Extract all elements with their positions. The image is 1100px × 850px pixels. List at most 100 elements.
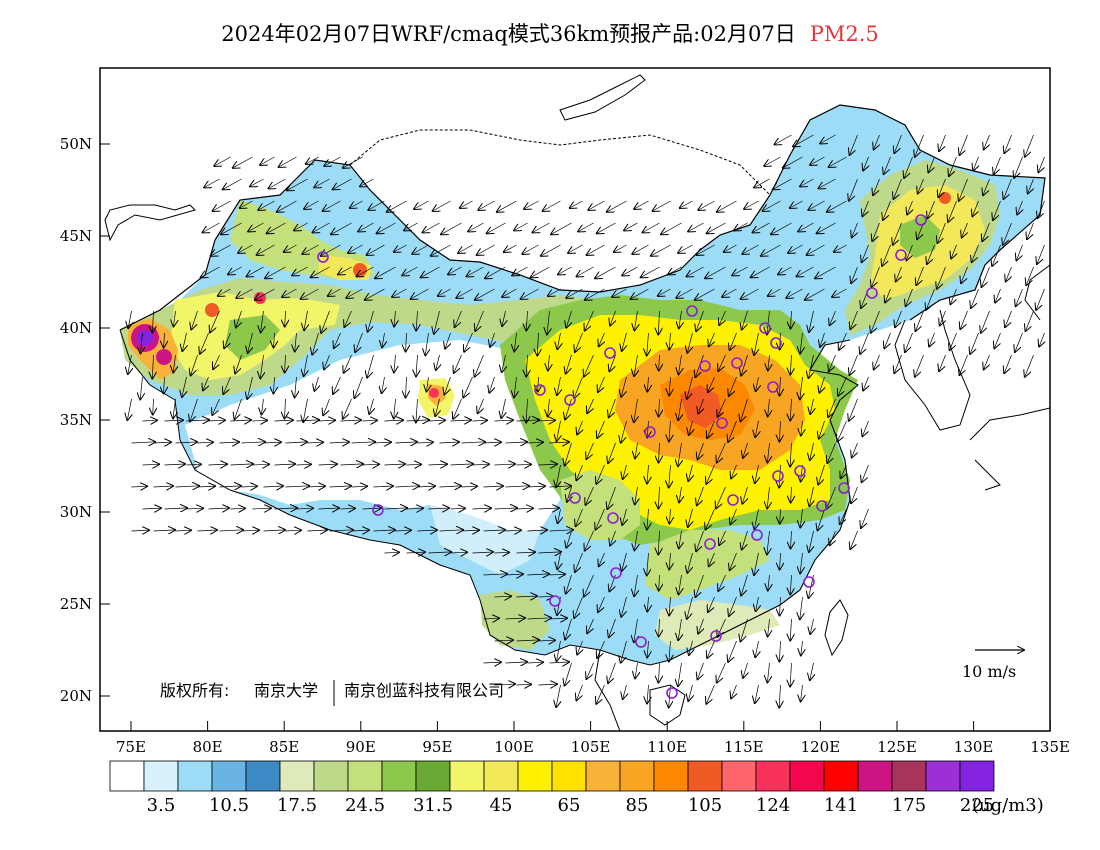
wind-arrow [905, 332, 913, 352]
wind-arrow [565, 662, 572, 686]
wind-arrow [448, 266, 462, 275]
lat-tick-label: 35N [60, 411, 92, 429]
wind-arrow [698, 662, 704, 679]
wind-arrow [659, 662, 660, 683]
colorbar-cell [959, 760, 995, 792]
wind-arrow [344, 354, 352, 373]
lat-tick-label: 45N [60, 227, 92, 245]
wind-arrow [210, 310, 220, 332]
wind-arrow [973, 156, 978, 171]
wind-arrow [741, 288, 759, 299]
wind-arrow [817, 222, 836, 233]
wind-arrow [329, 530, 354, 531]
wind-arrow [653, 200, 671, 211]
wind-arrow [1026, 266, 1034, 285]
wind-arrow [791, 310, 792, 329]
wind-arrow [779, 464, 780, 488]
wind-arrow [357, 266, 374, 277]
wind-arrow [780, 552, 781, 570]
wind-arrow [538, 464, 558, 465]
wind-arrow [164, 420, 184, 421]
wind-arrow [274, 420, 294, 421]
wind-arrow [566, 530, 571, 548]
wind-arrow [527, 486, 546, 487]
wind-arrow [632, 244, 649, 254]
copyright-org2: 南京创蓝科技有限公司 [344, 681, 504, 700]
wind-arrow [730, 552, 737, 570]
wind-arrow [948, 200, 957, 222]
wind-arrow [527, 662, 544, 663]
wind-arrow [807, 244, 825, 255]
wind-arrow [850, 134, 858, 155]
wind-arrow [767, 310, 770, 334]
wind-arrow [373, 486, 394, 487]
wind-arrow [849, 178, 858, 201]
wind-arrow [323, 200, 341, 211]
wind-arrow [687, 266, 704, 277]
wind-arrow [295, 376, 297, 397]
wind-arrow [557, 640, 561, 661]
korla-hotspot [254, 292, 266, 304]
wind-arrow [659, 618, 660, 637]
wind-arrow [152, 354, 153, 379]
wind-arrow [658, 486, 659, 509]
wind-arrow [565, 398, 572, 420]
wind-arrow [959, 178, 968, 201]
wind-arrow [142, 508, 162, 509]
wind-arrow [538, 596, 554, 597]
wind-arrow [719, 310, 726, 325]
wind-arrow [296, 508, 314, 509]
wind-arrow [780, 508, 781, 524]
wind-arrow [622, 332, 627, 351]
wind-arrow [577, 640, 582, 655]
wind-arrow [524, 200, 539, 209]
wind-arrow [351, 530, 370, 531]
wind-arrow [1025, 134, 1034, 157]
wind-arrow [328, 288, 341, 296]
wind-arrow [235, 354, 242, 373]
wind-arrow [798, 222, 814, 232]
wind-arrow [478, 398, 484, 413]
wind-arrow [475, 354, 484, 377]
wind-arrow [477, 244, 495, 255]
wind-arrow [687, 596, 693, 619]
wind-arrow [718, 574, 726, 591]
monitoring-sites [317, 214, 927, 699]
wind-arrow [538, 552, 562, 553]
wind-arrow [669, 596, 670, 615]
wind-arrow [565, 442, 572, 466]
latitude-axis: 50N 45N 40N 35N 30N 25N 20N [60, 135, 110, 705]
wind-arrow [832, 288, 847, 297]
wind-arrow [635, 442, 638, 458]
wind-arrow [731, 464, 736, 478]
wind-arrow [669, 332, 670, 349]
colorbar-cell [109, 760, 145, 792]
title-main: 2024年02月07日WRF/cmaq模式36km预报产品:02月07日 [221, 22, 796, 46]
wind-arrow [622, 552, 627, 571]
wind-arrow [575, 332, 583, 352]
wind-arrow [863, 156, 868, 171]
wind-arrow [369, 398, 373, 414]
wind-arrow [494, 508, 518, 509]
wind-arrow [428, 508, 450, 509]
wind-arrow [741, 354, 748, 376]
wind-arrow [1014, 156, 1023, 178]
wind-arrow [830, 310, 836, 325]
wind-arrow [790, 662, 791, 687]
wind-arrow [570, 200, 583, 208]
wind-arrow [596, 508, 605, 530]
wind-arrow [815, 266, 836, 278]
wind-arrow [862, 420, 869, 436]
wind-arrow [208, 508, 230, 509]
wind-arrow [526, 398, 527, 423]
colorbar-cell [177, 760, 213, 792]
wind-arrow [960, 354, 968, 375]
wind-arrow [395, 486, 420, 487]
site-marker [644, 426, 656, 438]
wind-arrow [577, 420, 582, 435]
colorbar-label: 45 [490, 795, 513, 816]
colorbar-label: 3.5 [147, 795, 176, 816]
wind-arrow [516, 640, 540, 641]
wind-arrow [893, 222, 902, 245]
wind-arrow [382, 332, 385, 347]
